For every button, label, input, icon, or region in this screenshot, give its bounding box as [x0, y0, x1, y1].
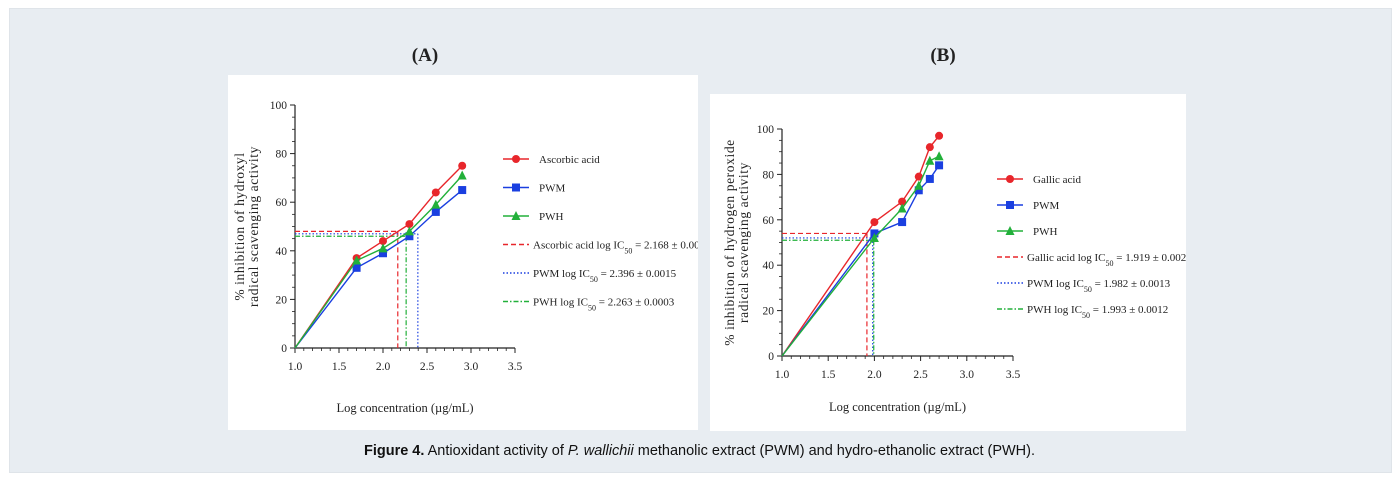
- legend-marker: [1006, 175, 1014, 183]
- legend-marker: [512, 155, 520, 163]
- x-tick-label: 3.5: [1006, 369, 1021, 381]
- y-tick-label: 80: [276, 149, 288, 161]
- legend-label: PWH log IC50 = 1.993 ± 0.0012: [1027, 304, 1168, 320]
- data-point: [925, 174, 934, 183]
- y-tick-label: 100: [270, 100, 288, 112]
- y-tick-label: 20: [763, 306, 775, 318]
- series-line: [294, 175, 463, 349]
- legend-marker: [511, 211, 521, 220]
- y-tick-label: 0: [768, 351, 774, 363]
- data-point: [914, 186, 923, 195]
- data-point: [378, 243, 388, 253]
- data-point: [898, 197, 907, 206]
- legend-label: PWH: [1033, 226, 1058, 238]
- caption-label: Figure 4.: [363, 443, 425, 459]
- data-point: [869, 232, 879, 242]
- legend-label: PWH: [539, 211, 564, 223]
- data-point: [431, 199, 441, 209]
- data-point: [458, 186, 467, 195]
- caption-pre: Antioxidant activity of: [427, 443, 564, 459]
- x-tick-label: 3.0: [960, 369, 975, 381]
- data-point: [352, 255, 362, 265]
- data-point: [405, 220, 414, 229]
- data-point: [925, 155, 935, 165]
- data-point: [914, 180, 924, 190]
- series-line: [781, 155, 940, 357]
- x-tick-label: 2.5: [913, 369, 928, 381]
- x-tick-label: 1.0: [288, 361, 303, 373]
- data-point: [379, 237, 387, 246]
- panel-label-a: (A): [411, 45, 439, 66]
- panel-label-b: (B): [930, 45, 956, 66]
- y-tick-label: 100: [757, 124, 775, 136]
- data-point: [935, 131, 944, 140]
- legend-label: PWM log IC50 = 2.396 ± 0.0015: [533, 268, 677, 284]
- series-line: [294, 165, 463, 349]
- x-tick-label: 2.0: [376, 361, 391, 373]
- chart-b-box: [710, 94, 1186, 431]
- legend-marker: [1006, 201, 1014, 209]
- legend-label: Ascorbic acid log IC50 = 2.168 ± 0.0007: [533, 240, 698, 256]
- figure-caption: Figure 4. Antioxidant activity of P. wal…: [0, 443, 1399, 459]
- x-tick-label: 3.0: [464, 361, 479, 373]
- series-line: [294, 189, 463, 349]
- data-point: [935, 161, 944, 170]
- chart-a: 0 20 40 60 80 100 1.0 1.5 2.0 2.5 3.0 3.5 Log concen…: [232, 100, 698, 415]
- data-point: [431, 207, 440, 216]
- legend-label: Gallic acid log IC50 = 1.919 ± 0.002: [1027, 252, 1186, 268]
- chart-b: 0 20 40 60 80 100 1.0 1.5 2.0 2.5 3.0 3.5 Log concen…: [722, 124, 1186, 414]
- data-point: [431, 188, 440, 197]
- y-tick-label: 60: [763, 215, 775, 227]
- series-line: [781, 135, 940, 357]
- legend-label: Ascorbic acid: [539, 154, 600, 166]
- legend-label: Gallic acid: [1033, 174, 1081, 186]
- data-point: [897, 203, 907, 213]
- x-axis-label: Log concentration (µg/mL): [829, 400, 966, 414]
- y-axis-label: radical scavenging activity: [736, 162, 751, 323]
- data-point: [925, 143, 934, 152]
- legend-label: PWM log IC50 = 1.982 ± 0.0013: [1027, 278, 1171, 294]
- data-point: [934, 151, 944, 161]
- y-axis-label: % inhibition of hydroxyl: [232, 152, 247, 300]
- caption-post: methanolic extract (PWM) and hydro-ethan…: [637, 443, 1036, 459]
- y-axis-label: radical scavenging activity: [246, 146, 261, 307]
- chart-a-box: [228, 75, 698, 430]
- x-tick-label: 2.0: [867, 369, 882, 381]
- y-tick-label: 20: [276, 294, 288, 306]
- data-point: [404, 226, 414, 236]
- y-axis-label: % inhibition of hydrogen peroxide: [722, 139, 737, 346]
- x-tick-label: 1.5: [332, 361, 347, 373]
- legend-label: PWH log IC50 = 2.263 ± 0.0003: [533, 297, 675, 313]
- x-tick-label: 1.5: [821, 369, 836, 381]
- x-tick-label: 3.5: [508, 361, 523, 373]
- legend-label: PWM: [1033, 200, 1060, 212]
- y-tick-label: 80: [763, 169, 775, 181]
- legend-label: PWM: [539, 183, 566, 195]
- data-point: [352, 263, 361, 272]
- legend-marker: [512, 183, 520, 192]
- data-point: [898, 218, 907, 227]
- data-point: [870, 218, 879, 227]
- data-point: [379, 249, 387, 258]
- y-tick-label: 60: [276, 197, 288, 209]
- data-point: [914, 172, 923, 181]
- y-tick-label: 40: [276, 246, 288, 258]
- data-point: [458, 161, 467, 170]
- data-point: [405, 232, 414, 241]
- caption-species: P. wallichii: [567, 443, 634, 459]
- y-tick-label: 0: [281, 343, 287, 355]
- y-tick-label: 40: [763, 260, 775, 272]
- x-tick-label: 1.0: [775, 369, 790, 381]
- x-axis-label: Log concentration (µg/mL): [336, 401, 473, 415]
- x-tick-label: 2.5: [420, 361, 435, 373]
- data-point: [457, 170, 467, 180]
- legend-marker: [1005, 226, 1015, 235]
